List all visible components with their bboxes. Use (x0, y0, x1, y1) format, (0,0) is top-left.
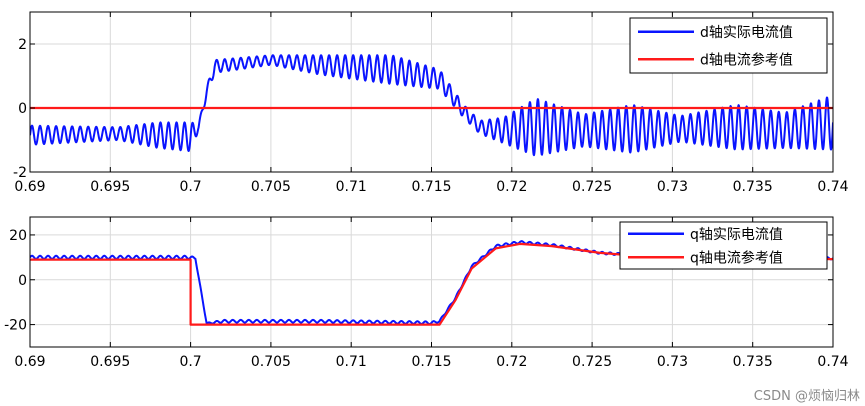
series-line-reference (30, 242, 833, 326)
x-tick-label: 0.72 (496, 179, 527, 195)
legend-label: d轴电流参考值 (700, 51, 793, 68)
x-tick-label: 0.7 (179, 179, 201, 195)
y-tick-label: -2 (13, 165, 27, 181)
x-tick-label: 0.695 (90, 354, 130, 370)
x-tick-label: 0.7 (179, 354, 201, 370)
y-tick-label: 0 (18, 101, 27, 117)
x-tick-label: 0.72 (496, 354, 527, 370)
x-tick-label: 0.73 (657, 354, 688, 370)
watermark-text: CSDN @烦恼归林 (754, 389, 860, 404)
legend-box (629, 17, 828, 74)
x-tick-label: 0.74 (817, 179, 848, 195)
x-tick-label: 0.725 (572, 354, 612, 370)
x-tick-label: 0.74 (817, 354, 848, 370)
y-tick-label: -20 (4, 318, 27, 334)
y-tick-label: 20 (9, 228, 27, 244)
d-axis-current-plot: 0.69 0.695 0.7 0.705 0.71 0.715 0.72 0.725 0.73 0… (13, 11, 849, 195)
x-tick-label: 0.725 (572, 179, 612, 195)
legend: d轴实际电流值 d轴电流参考值 (629, 17, 828, 74)
x-tick-label: 0.71 (336, 354, 367, 370)
x-tick-label: 0.695 (90, 179, 130, 195)
x-tick-label: 0.715 (411, 179, 451, 195)
x-tick-label: 0.715 (411, 354, 451, 370)
q-axis-current-plot: 0.69 0.695 0.7 0.705 0.71 0.715 0.72 0.725 0.73 0… (4, 216, 849, 370)
x-tick-label: 0.71 (336, 179, 367, 195)
x-tick-label: 0.69 (14, 354, 45, 370)
x-tick-label: 0.69 (14, 179, 45, 195)
legend-label: q轴实际电流值 (690, 227, 783, 243)
x-tick-label: 0.705 (251, 179, 291, 195)
series-line-actual (30, 54, 833, 157)
x-tick-label: 0.705 (251, 354, 291, 370)
legend-label: d轴实际电流值 (700, 25, 793, 41)
legend-box (619, 221, 828, 270)
x-tick-label: 0.735 (733, 179, 773, 195)
x-tick-label: 0.735 (733, 354, 773, 370)
legend-label: q轴电流参考值 (690, 249, 783, 266)
y-tick-label: 2 (18, 37, 27, 53)
y-tick-label: 0 (18, 273, 27, 289)
legend: q轴实际电流值 q轴电流参考值 (619, 221, 828, 270)
x-tick-label: 0.73 (657, 179, 688, 195)
